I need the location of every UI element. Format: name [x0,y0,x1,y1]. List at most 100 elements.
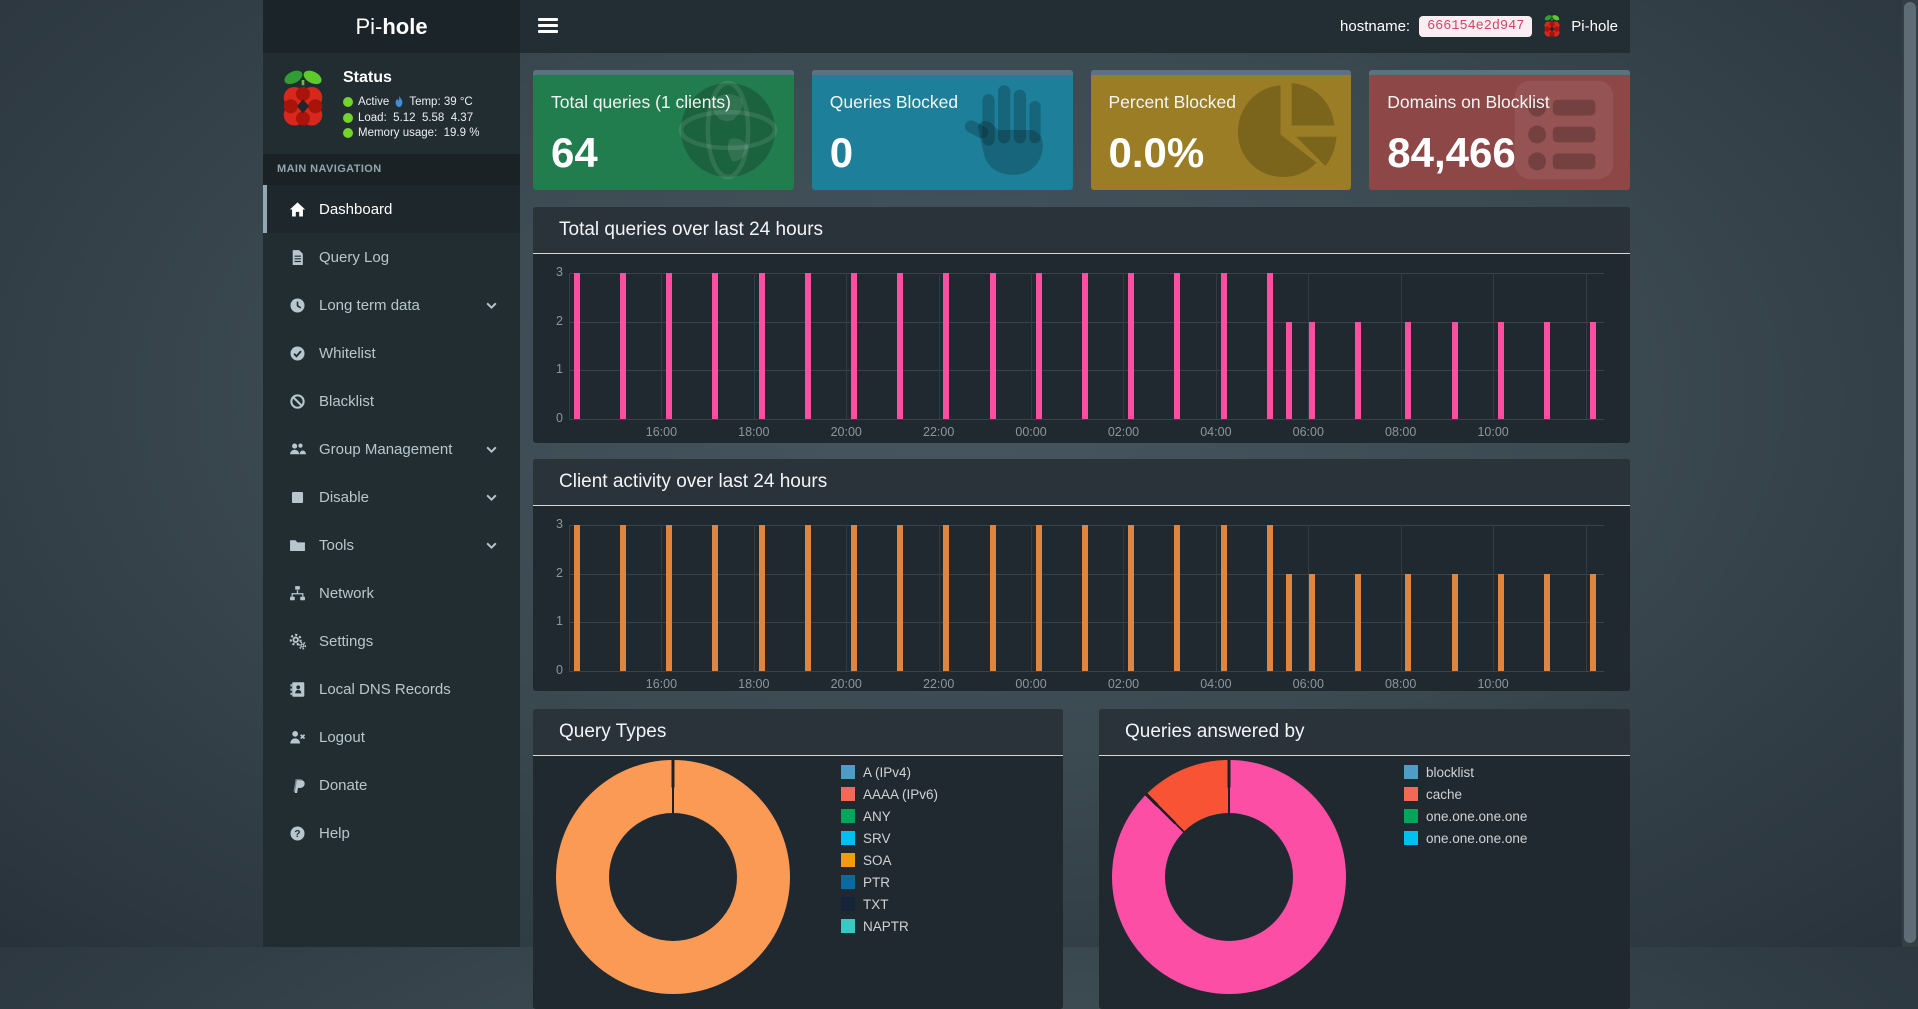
legend-label: AAAA (IPv6) [863,786,939,802]
y-axis-tick: 3 [556,517,563,531]
bar-23:10 [989,525,996,671]
sidebar-item-local-dns-records[interactable]: Local DNS Records [263,665,520,713]
hamburger-menu-icon[interactable] [538,18,558,34]
x-axis-tick: 20:00 [830,677,862,691]
sidebar-section-label: MAIN NAVIGATION [263,154,520,185]
client-activity-panel-title: Client activity over last 24 hours [533,459,1630,506]
legend-item-any[interactable]: ANY [841,805,938,827]
gridline-vertical [1215,273,1217,419]
bar-11:10 [1544,321,1550,419]
card-value: 84,466 [1387,129,1516,176]
x-axis-tick: 18:00 [738,425,770,439]
home-icon [289,201,306,218]
card-queries-blocked: Queries Blocked 0 [811,70,1073,190]
sidebar-item-label: Group Management [319,440,453,458]
legend-item-soa[interactable]: SOA [841,849,938,871]
sidebar-item-query-log[interactable]: Query Log [263,233,520,281]
file-icon [289,249,306,266]
status-temp: Temp: 39 °C [409,96,473,108]
sidebar-brand[interactable]: Pi-hole [263,0,520,53]
sidebar-item-blacklist[interactable]: Blacklist [263,377,520,425]
legend-item-ptr[interactable]: PTR [841,871,938,893]
y-axis-tick: 1 [556,614,563,629]
status-load-row: Load: 5.12 5.58 4.37 [343,112,479,124]
legend-item-one-one-one-one[interactable]: one.one.one.one [1404,805,1527,827]
legend-swatch [1404,765,1418,779]
status-memory-dot [343,128,353,138]
bar-05:35 [1286,321,1293,419]
legend-swatch [1404,787,1418,801]
list-icon [1508,74,1620,186]
bar-17:10 [712,525,719,671]
bar-07:05 [1355,321,1362,419]
legend-item-srv[interactable]: SRV [841,827,938,849]
card-domains-blocklist: Domains on Blocklist 84,466 [1369,70,1630,190]
sitemap-icon [289,585,306,602]
sidebar-item-logout[interactable]: Logout [263,713,520,761]
legend-item-aaaa-ipv6-[interactable]: AAAA (IPv6) [841,783,938,805]
sidebar-item-tools[interactable]: Tools [263,521,520,569]
card-title: Queries Blocked [829,92,959,112]
sidebar-item-long-term-data[interactable]: Long term data [263,281,520,329]
bar-05:35 [1286,573,1293,671]
status-title: Status [343,69,392,86]
bar-11:10 [1544,573,1550,671]
sidebar-item-donate[interactable]: Donate [263,761,520,809]
legend-item-blocklist[interactable]: blocklist [1404,761,1527,783]
total-queries-chart: 0 1 2 3 16:00 18:00 20:00 22:00 00:00 02:00 04:00 0… [556,265,1604,439]
gridline-vertical [1400,525,1402,671]
scrollbar-thumb[interactable] [1904,2,1916,943]
legend-item-cache[interactable]: cache [1404,783,1527,805]
y-axis-tick: 0 [556,663,563,677]
bar-22:10 [943,273,950,419]
address-book-icon [289,681,306,698]
bar-05:10 [1266,273,1273,419]
sidebar-item-disable[interactable]: Disable [263,473,520,521]
sidebar-item-whitelist[interactable]: Whitelist [263,329,520,377]
navbar-right: hostname: 666154e2d947 Pi-hole [1240,0,1618,53]
bar-12:10 [1590,321,1597,419]
status-load-dot [343,113,353,123]
sidebar-item-network[interactable]: Network [263,569,520,617]
client-activity-chart: 0 1 2 3 16:00 18:00 20:00 22:00 00:00 02:00 04:00 0… [556,517,1604,691]
legend-label: PTR [863,874,890,890]
legend-item-txt[interactable]: TXT [841,893,938,915]
x-axis-tick: 18:00 [738,677,770,691]
bar-14:10 [573,273,580,419]
donut-hole [1164,812,1294,942]
hostname-badge: 666154e2d947 [1419,16,1533,37]
legend-swatch [841,853,855,867]
legend-item-one-one-one-one[interactable]: one.one.one.one [1404,827,1527,849]
x-axis-tick: 16:00 [645,677,678,691]
sidebar-item-label: Network [319,584,375,602]
legend-swatch [841,765,855,779]
bar-15:10 [619,525,626,671]
chevron-down-icon [485,443,498,456]
bar-06:05 [1309,321,1316,419]
sidebar-item-label: Tools [319,536,355,554]
card-percent-blocked: Percent Blocked 0.0% [1090,70,1352,190]
card-top-strip [533,70,794,75]
legend-swatch [841,831,855,845]
navbar-brand[interactable]: Pi-hole [1541,14,1618,40]
legend-swatch [841,897,855,911]
svg-text:?: ? [294,829,300,840]
x-axis-tick: 10:00 [1477,677,1509,691]
legend-item-a-ipv4-[interactable]: A (IPv4) [841,761,938,783]
sidebar-item-dashboard[interactable]: Dashboard [263,185,520,233]
sidebar-item-group-management[interactable]: Group Management [263,425,520,473]
bar-01:10 [1081,273,1088,419]
sidebar-item-settings[interactable]: Settings [263,617,520,665]
gridline-vertical [569,525,570,671]
legend-item-naptr[interactable]: NAPTR [841,915,938,937]
card-top-strip [1369,70,1630,75]
bar-03:10 [1174,525,1181,671]
bar-09:10 [1451,573,1458,671]
sidebar-item-help[interactable]: ? Help [263,809,520,857]
gridline-vertical [1308,273,1310,419]
gridline-vertical [753,525,755,671]
legend-swatch [1404,809,1418,823]
y-axis-tick: 2 [556,565,563,580]
gridline-vertical [1123,525,1125,671]
gridline-vertical [938,525,940,671]
